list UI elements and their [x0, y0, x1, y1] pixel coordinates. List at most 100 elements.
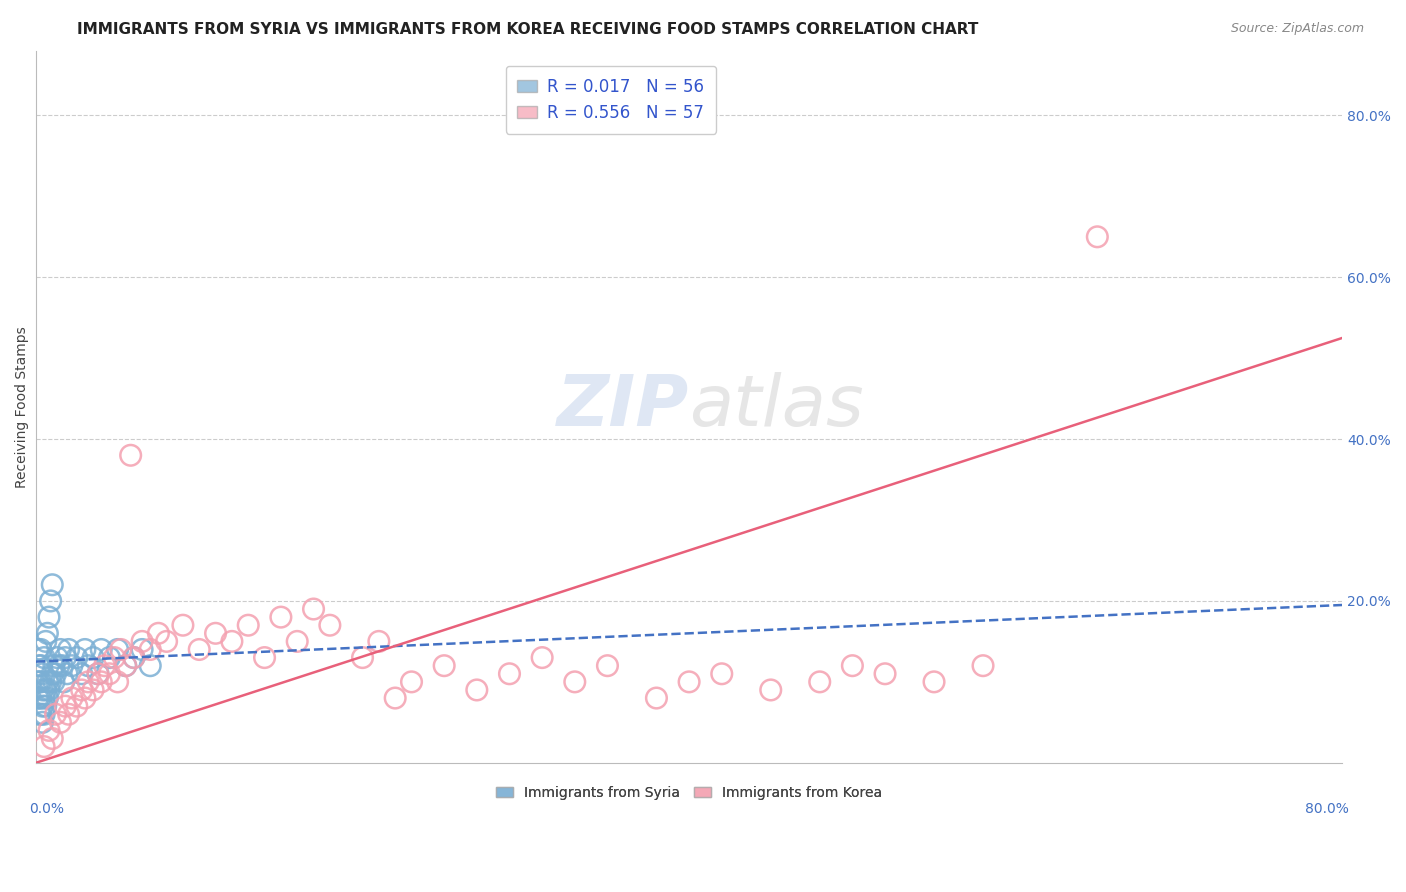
Point — [31, 682, 53, 697]
Point — [52, 674, 75, 689]
Point — [148, 626, 170, 640]
Point — [319, 618, 342, 632]
Point — [30, 642, 52, 657]
Text: 0.0%: 0.0% — [30, 802, 65, 816]
Point — [122, 650, 145, 665]
Point — [32, 691, 55, 706]
Point — [41, 731, 63, 746]
Point — [110, 642, 132, 657]
Point — [131, 634, 153, 648]
Point — [98, 666, 121, 681]
Point — [39, 594, 62, 608]
Point — [49, 715, 72, 730]
Point — [103, 650, 125, 665]
Point — [28, 691, 51, 706]
Point — [27, 674, 49, 689]
Point — [53, 650, 76, 665]
Point — [60, 691, 83, 706]
Point — [204, 626, 226, 640]
Point — [302, 602, 325, 616]
Point — [465, 682, 488, 697]
Point — [596, 658, 619, 673]
Point — [56, 666, 79, 681]
Point — [285, 634, 308, 648]
Point — [38, 682, 60, 697]
Point — [45, 707, 67, 722]
Point — [759, 682, 782, 697]
Point — [82, 650, 104, 665]
Point — [58, 642, 80, 657]
Point — [48, 658, 70, 673]
Point — [28, 707, 51, 722]
Point — [31, 715, 53, 730]
Point — [35, 682, 58, 697]
Point — [77, 674, 100, 689]
Point — [32, 739, 55, 754]
Point — [28, 658, 51, 673]
Point — [27, 642, 49, 657]
Point — [31, 666, 53, 681]
Point — [972, 658, 994, 673]
Point — [39, 674, 62, 689]
Y-axis label: Receiving Food Stamps: Receiving Food Stamps — [15, 326, 30, 488]
Text: Source: ZipAtlas.com: Source: ZipAtlas.com — [1230, 22, 1364, 36]
Point — [1085, 229, 1108, 244]
Point — [188, 642, 211, 657]
Point — [42, 658, 65, 673]
Point — [37, 691, 59, 706]
Point — [70, 666, 93, 681]
Point — [678, 674, 700, 689]
Point — [32, 650, 55, 665]
Point — [155, 634, 177, 648]
Point — [922, 674, 945, 689]
Point — [90, 642, 112, 657]
Point — [139, 658, 162, 673]
Point — [30, 707, 52, 722]
Point — [122, 650, 145, 665]
Point — [37, 674, 59, 689]
Point — [87, 666, 110, 681]
Point — [58, 707, 80, 722]
Point — [46, 650, 69, 665]
Point — [564, 674, 586, 689]
Point — [27, 691, 49, 706]
Point — [498, 666, 520, 681]
Point — [107, 674, 129, 689]
Point — [172, 618, 194, 632]
Point — [873, 666, 896, 681]
Text: ZIP: ZIP — [557, 372, 689, 442]
Point — [77, 658, 100, 673]
Point — [66, 650, 89, 665]
Point — [42, 674, 65, 689]
Point — [645, 691, 668, 706]
Point — [66, 699, 89, 714]
Text: IMMIGRANTS FROM SYRIA VS IMMIGRANTS FROM KOREA RECEIVING FOOD STAMPS CORRELATION: IMMIGRANTS FROM SYRIA VS IMMIGRANTS FROM… — [77, 22, 979, 37]
Point — [384, 691, 406, 706]
Point — [32, 707, 55, 722]
Point — [41, 666, 63, 681]
Point — [38, 610, 60, 624]
Point — [41, 578, 63, 592]
Point — [90, 674, 112, 689]
Point — [73, 691, 96, 706]
Point — [114, 658, 136, 673]
Point — [51, 658, 73, 673]
Point — [31, 699, 53, 714]
Point — [120, 448, 142, 462]
Text: atlas: atlas — [689, 372, 863, 442]
Point — [49, 642, 72, 657]
Point — [87, 666, 110, 681]
Point — [70, 682, 93, 697]
Point — [401, 674, 423, 689]
Point — [114, 658, 136, 673]
Point — [28, 674, 51, 689]
Point — [531, 650, 554, 665]
Point — [98, 650, 121, 665]
Point — [73, 642, 96, 657]
Point — [131, 642, 153, 657]
Point — [107, 642, 129, 657]
Point — [270, 610, 292, 624]
Point — [710, 666, 733, 681]
Point — [30, 691, 52, 706]
Point — [93, 658, 115, 673]
